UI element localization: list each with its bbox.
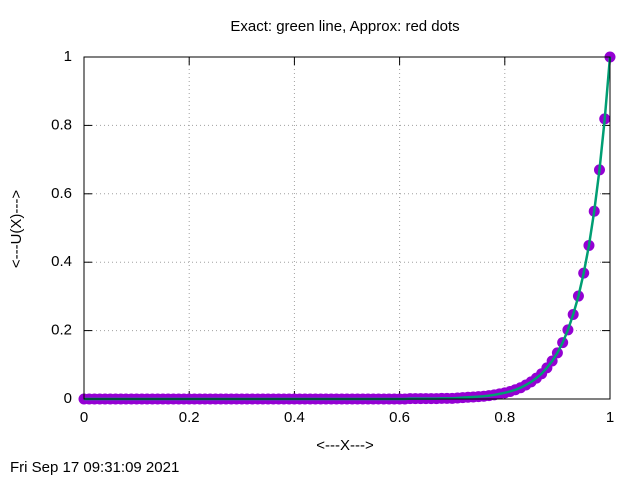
x-tick-label: 0.8 <box>494 409 515 426</box>
y-tick-label: 0.2 <box>51 322 72 339</box>
timestamp: Fri Sep 17 09:31:09 2021 <box>10 459 179 476</box>
y-tick-label: 0.6 <box>51 185 72 202</box>
plot-border <box>83 56 611 400</box>
chart-title: Exact: green line, Approx: red dots <box>230 18 459 35</box>
y-tick-label: 0.4 <box>51 253 72 270</box>
y-tick-label: 0 <box>64 390 72 407</box>
x-tick-label: 1 <box>606 409 614 426</box>
y-tick-label: 0.8 <box>51 116 72 133</box>
y-tick-label: 1 <box>64 48 72 65</box>
y-axis-label: <---U(X)---> <box>8 190 25 269</box>
x-axis-label: <---X---> <box>316 437 374 454</box>
x-tick-label: 0.6 <box>389 409 410 426</box>
x-tick-label: 0.4 <box>284 409 305 426</box>
x-tick-label: 0.2 <box>179 409 200 426</box>
x-tick-label: 0 <box>80 409 88 426</box>
